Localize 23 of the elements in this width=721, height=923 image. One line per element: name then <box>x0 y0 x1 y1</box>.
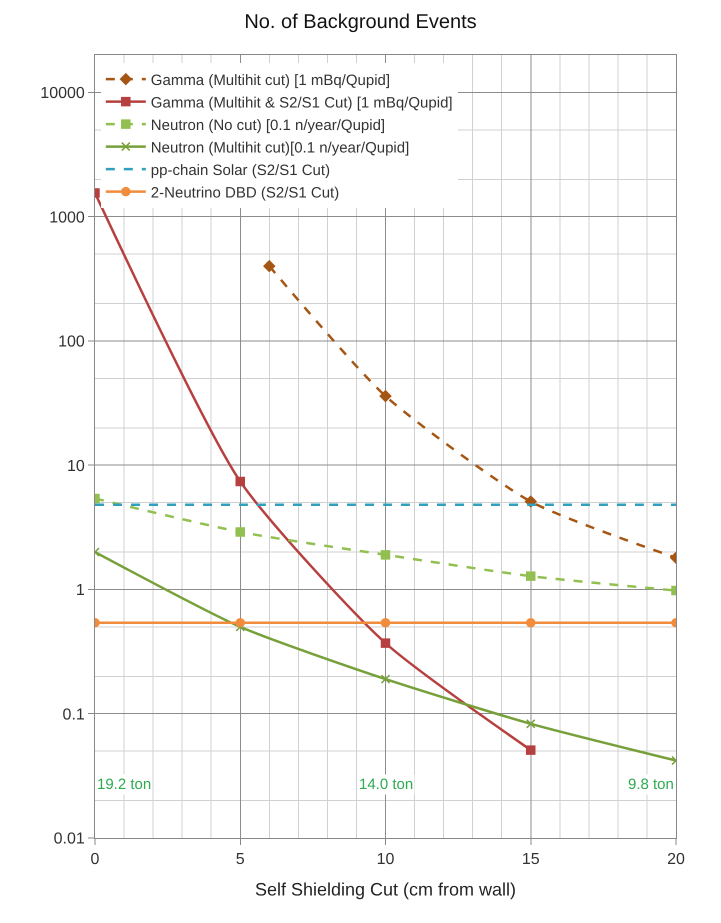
y-tick-label: 1 <box>76 582 85 600</box>
legend-label: pp-chain Solar (S2/S1 Cut) <box>150 162 330 179</box>
y-tick-label: 10000 <box>40 85 85 102</box>
legend-label: Neutron (No cut) [0.1 n/year/Qupid] <box>150 116 386 134</box>
annotation: 19.2 ton <box>97 776 152 793</box>
annotation: 9.8 ton <box>628 776 674 793</box>
x-tick-label: 10 <box>376 851 394 868</box>
chart-title: No. of Background Events <box>244 10 477 33</box>
y-tick-label: 10 <box>67 458 85 475</box>
legend-label: Neutron (Multihit cut)[0.1 n/year/Qupid] <box>150 139 410 156</box>
x-axis-title: Self Shielding Cut (cm from wall) <box>254 879 516 900</box>
legend-label: Gamma (Multihit cut) [1 mBq/Qupid] <box>150 72 390 89</box>
x-tick-label: 5 <box>236 851 245 868</box>
y-tick-label: 0.01 <box>54 830 85 848</box>
x-tick-label: 15 <box>522 851 540 868</box>
x-tick-label: 0 <box>90 851 100 868</box>
x-tick-label: 20 <box>667 851 685 868</box>
legend-label: 2-Neutrino DBD (S2/S1 Cut) <box>150 184 340 202</box>
y-tick-label: 0.1 <box>62 706 85 724</box>
legend-label: Gamma (Multihit & S2/S1 Cut) [1 mBq/Qupid] <box>150 94 453 112</box>
y-tick-label: 100 <box>58 334 85 351</box>
y-tick-label: 1000 <box>49 209 85 226</box>
annotation: 14.0 ton <box>359 776 414 793</box>
